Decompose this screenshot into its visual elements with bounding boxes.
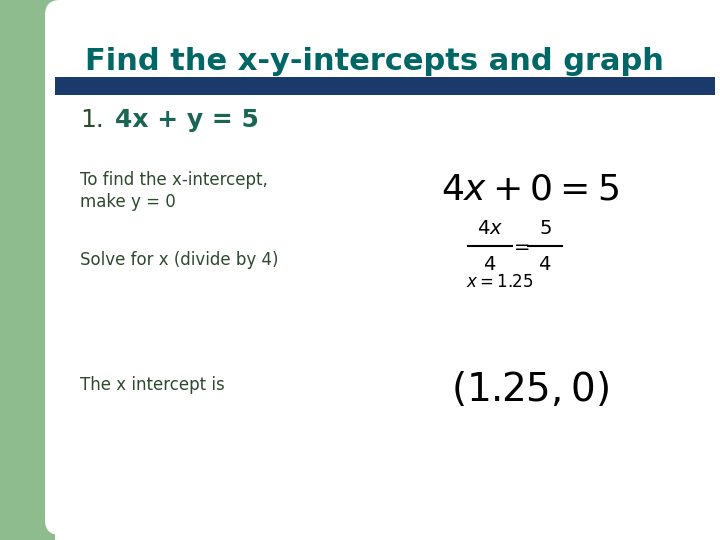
Bar (0, 0, 55, 540)
Text: Solve for x (divide by 4): Solve for x (divide by 4) (80, 251, 279, 269)
Text: To find the x-intercept,: To find the x-intercept, (80, 171, 268, 189)
Text: $4$: $4$ (539, 255, 552, 274)
Text: 1.: 1. (80, 108, 104, 132)
Bar (0, 0, 200, 140)
Text: $4x+0=5$: $4x+0=5$ (441, 173, 619, 207)
Text: $5$: $5$ (539, 219, 552, 238)
Text: $(1.25,0)$: $(1.25,0)$ (451, 370, 609, 409)
Text: $x=1.25$: $x=1.25$ (467, 273, 534, 291)
Text: $4x$: $4x$ (477, 219, 503, 238)
Bar (55, 77, 715, 95)
Text: $=$: $=$ (510, 237, 530, 255)
Text: 4x + y = 5: 4x + y = 5 (115, 108, 259, 132)
Text: The x intercept is: The x intercept is (80, 376, 225, 394)
FancyBboxPatch shape (45, 0, 720, 535)
Text: $4$: $4$ (483, 255, 497, 274)
Text: make y = 0: make y = 0 (80, 193, 176, 211)
Text: Find the x-y-intercepts and graph: Find the x-y-intercepts and graph (85, 48, 664, 77)
